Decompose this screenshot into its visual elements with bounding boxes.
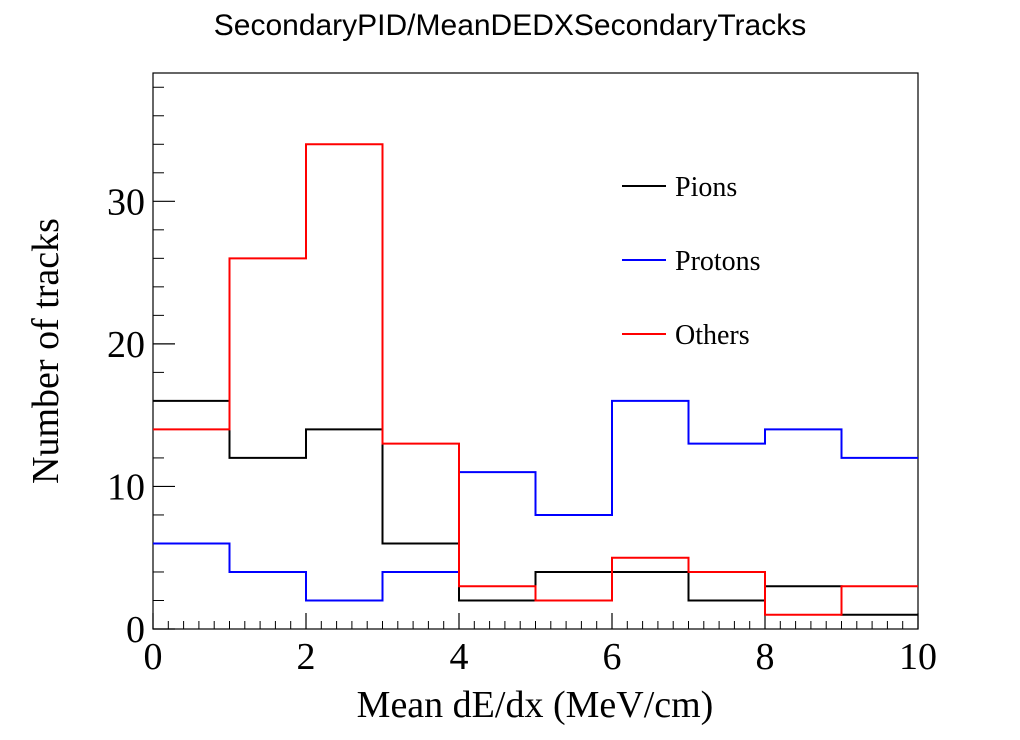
axis-ticks	[152, 86, 919, 630]
legend: Pions Protons Others	[622, 172, 761, 351]
y-tick-label: 0	[126, 609, 145, 651]
series-group	[153, 143, 918, 616]
x-tick-label: 4	[450, 636, 469, 678]
series-line-others	[153, 143, 918, 616]
legend-label-others: Others	[675, 320, 750, 351]
series-line-protons	[153, 399, 918, 602]
x-tick-label: 2	[297, 636, 316, 678]
legend-label-protons: Protons	[675, 246, 761, 277]
x-tick-label: 8	[756, 636, 775, 678]
y-tick-label: 20	[107, 324, 145, 366]
x-axis-label: Mean dE/dx (MeV/cm)	[357, 684, 714, 726]
y-tick-label: 10	[107, 466, 145, 508]
y-axis-label: Number of tracks	[25, 218, 67, 484]
x-tick-label: 0	[144, 636, 163, 678]
x-tick-label: 6	[603, 636, 622, 678]
chart-title: SecondaryPID/MeanDEDXSecondaryTracks	[214, 9, 806, 42]
plot-frame	[152, 72, 919, 630]
tick-labels: 0 2 4 6 8 10 0 10 20 30	[107, 181, 937, 678]
y-tick-label: 30	[107, 181, 145, 223]
legend-label-pions: Pions	[675, 172, 737, 203]
x-tick-label: 10	[899, 636, 937, 678]
